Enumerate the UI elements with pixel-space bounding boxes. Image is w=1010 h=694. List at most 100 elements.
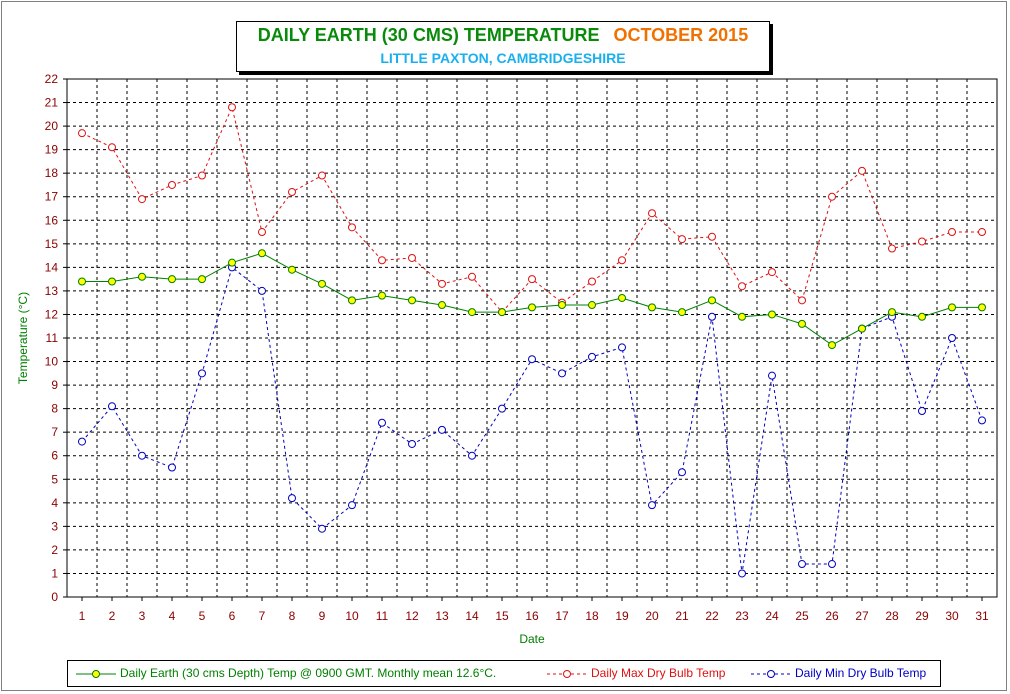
series-point-1 [768, 268, 776, 277]
series-point-2 [648, 501, 656, 510]
series-point-1 [348, 223, 356, 232]
series-point-1 [978, 228, 986, 237]
x-tick-label: 16 [525, 609, 539, 623]
legend-swatch-marker [767, 670, 775, 678]
series-point-1 [108, 143, 116, 152]
x-tick-label: 25 [795, 609, 809, 623]
legend-label: Daily Earth (30 cms Depth) Temp @ 0900 G… [120, 666, 497, 680]
series-point-2 [348, 501, 356, 510]
x-tick-label: 15 [495, 609, 509, 623]
series-point-1 [588, 277, 596, 286]
series-point-0 [888, 308, 896, 317]
x-tick-label: 5 [199, 609, 206, 623]
series-point-0 [198, 275, 206, 284]
x-tick-label: 31 [975, 609, 989, 623]
series-point-0 [528, 303, 536, 312]
series-point-0 [468, 308, 476, 317]
series-point-2 [168, 463, 176, 472]
series-point-1 [258, 228, 266, 237]
y-tick-label: 5 [51, 472, 58, 486]
y-tick-label: 2 [51, 543, 58, 557]
series-point-2 [498, 404, 506, 413]
x-tick-label: 23 [735, 609, 749, 623]
series-point-1 [618, 256, 626, 265]
y-tick-label: 19 [45, 143, 59, 157]
series-point-1 [438, 279, 446, 288]
series-point-1 [678, 235, 686, 244]
series-point-0 [588, 301, 596, 310]
series-point-0 [348, 296, 356, 305]
series-point-2 [708, 312, 716, 321]
plot-border [66, 78, 998, 598]
y-tick-label: 4 [51, 496, 58, 510]
series-point-2 [408, 439, 416, 448]
x-tick-label: 12 [405, 609, 419, 623]
series-point-2 [768, 371, 776, 380]
x-tick-label: 24 [765, 609, 779, 623]
series-point-0 [738, 312, 746, 321]
series-point-1 [198, 171, 206, 180]
y-tick-label: 22 [45, 72, 59, 86]
series-point-2 [468, 451, 476, 460]
x-tick-label: 4 [169, 609, 176, 623]
x-tick-label: 21 [675, 609, 689, 623]
x-tick-label: 9 [319, 609, 326, 623]
series-point-0 [618, 293, 626, 302]
x-tick-label: 18 [585, 609, 599, 623]
series-point-0 [648, 303, 656, 312]
y-tick-label: 15 [45, 237, 59, 251]
chart-subtitle: LITTLE PAXTON, CAMBRIDGESHIRE [380, 50, 626, 66]
series-point-0 [288, 265, 296, 274]
y-tick-label: 20 [45, 119, 59, 133]
series-point-1 [828, 192, 836, 201]
series-point-2 [828, 560, 836, 569]
x-tick-label: 19 [615, 609, 629, 623]
series-point-1 [528, 275, 536, 284]
series-point-2 [198, 369, 206, 378]
series-point-0 [708, 296, 716, 305]
legend-swatch-marker [92, 670, 100, 678]
series-point-1 [858, 166, 866, 175]
x-tick-label: 2 [109, 609, 116, 623]
title-box: DAILY EARTH (30 CMS) TEMPERATURE OCTOBER … [236, 21, 770, 72]
y-axis-label: Temperature (°C) [16, 292, 30, 384]
series-point-2 [78, 437, 86, 446]
series-point-1 [228, 103, 236, 112]
y-tick-label: 17 [45, 190, 59, 204]
x-axis-label: Date [519, 632, 545, 646]
y-tick-label: 7 [51, 425, 58, 439]
x-tick-label: 30 [945, 609, 959, 623]
legend-swatch [547, 670, 587, 678]
x-tick-label: 22 [705, 609, 719, 623]
y-tick-label: 13 [45, 284, 59, 298]
series-point-0 [78, 277, 86, 286]
series-point-2 [558, 369, 566, 378]
y-tick-label: 0 [51, 590, 58, 604]
x-tick-label: 11 [376, 609, 389, 623]
x-tick-label: 20 [645, 609, 659, 623]
series-point-0 [798, 319, 806, 328]
x-tick-label: 28 [885, 609, 899, 623]
y-tick-label: 14 [45, 260, 59, 274]
series-point-0 [558, 301, 566, 310]
series-point-0 [168, 275, 176, 284]
series-point-2 [798, 560, 806, 569]
x-tick-label: 3 [139, 609, 146, 623]
series-point-1 [168, 180, 176, 189]
legend-swatch [76, 670, 116, 678]
y-tick-label: 16 [45, 213, 59, 227]
chart-title-line: DAILY EARTH (30 CMS) TEMPERATURE OCTOBER … [237, 25, 769, 46]
y-tick-label: 21 [45, 96, 59, 110]
x-tick-label: 8 [289, 609, 296, 623]
series-point-0 [948, 303, 956, 312]
series-point-2 [378, 418, 386, 427]
series-point-0 [858, 324, 866, 333]
series-point-0 [678, 308, 686, 317]
series-point-1 [738, 282, 746, 291]
y-tick-label: 18 [45, 166, 59, 180]
series-point-2 [918, 406, 926, 415]
series-point-1 [288, 188, 296, 197]
series-point-1 [138, 195, 146, 204]
x-tick-label: 7 [259, 609, 266, 623]
series-point-0 [378, 291, 386, 300]
